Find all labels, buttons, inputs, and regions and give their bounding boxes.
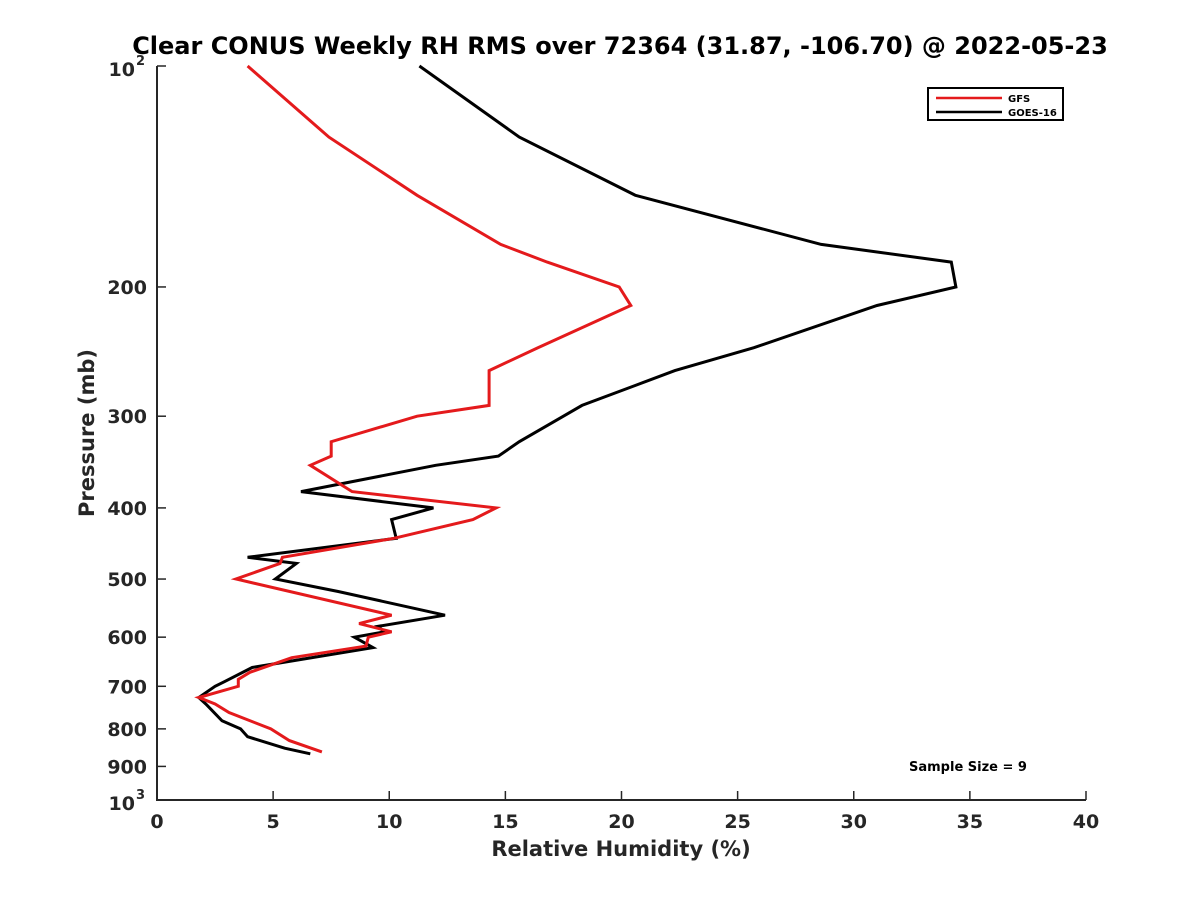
y-tick-label: 800 xyxy=(107,719,147,741)
y-tick-label: 600 xyxy=(107,627,147,649)
y-tick-exponent: 2 xyxy=(136,54,145,69)
y-tick-label: 300 xyxy=(107,406,147,428)
x-axis-label: Relative Humidity (%) xyxy=(491,837,750,861)
x-tick-label: 10 xyxy=(376,811,402,833)
x-tick-label: 20 xyxy=(608,811,634,833)
chart-title: Clear CONUS Weekly RH RMS over 72364 (31… xyxy=(132,32,1108,60)
y-tick-exponent: 3 xyxy=(136,788,145,803)
x-tick-label: 0 xyxy=(150,811,163,833)
y-tick-label: 200 xyxy=(107,277,147,299)
y-tick-label: 10 xyxy=(109,793,135,815)
y-tick-label: 400 xyxy=(107,498,147,520)
x-tick-label: 30 xyxy=(841,811,867,833)
y-tick-label: 10 xyxy=(109,59,135,81)
y-tick-label: 900 xyxy=(107,756,147,778)
series-line-goes-16 xyxy=(196,64,958,756)
axes xyxy=(156,66,1086,801)
x-tick-label: 25 xyxy=(724,811,750,833)
series-line-gfs xyxy=(194,64,633,754)
legend-label-gfs: GFS xyxy=(1008,94,1030,105)
legend: GFS GOES-16 xyxy=(927,87,1064,121)
x-tick-label: 5 xyxy=(267,811,280,833)
x-tick-label: 40 xyxy=(1073,811,1099,833)
y-tick-label: 700 xyxy=(107,676,147,698)
x-axis-ticks: 0 5 10 15 20 25 30 35 40 xyxy=(150,791,1099,833)
sample-size-annotation: Sample Size = 9 xyxy=(909,760,1027,775)
y-axis-label: Pressure (mb) xyxy=(75,349,99,517)
x-tick-label: 15 xyxy=(492,811,518,833)
legend-label-goes-16: GOES-16 xyxy=(1008,108,1057,119)
series-lines xyxy=(194,64,958,756)
x-tick-label: 35 xyxy=(957,811,983,833)
y-tick-label: 500 xyxy=(107,569,147,591)
legend-box xyxy=(927,87,1064,121)
